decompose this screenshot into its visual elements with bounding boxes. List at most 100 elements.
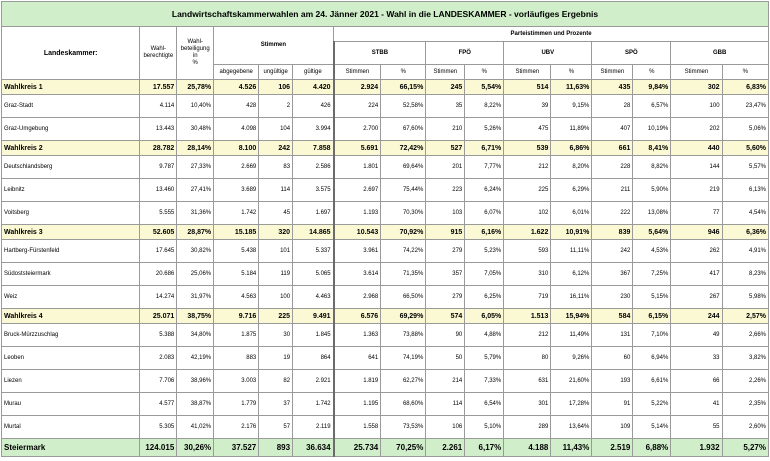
cell: 73,53% [380, 415, 427, 439]
party-header-gbb: GBB [670, 41, 769, 65]
cell: 5.438 [213, 239, 260, 263]
cell: 4,53% [632, 239, 672, 263]
cell: 10,91% [550, 224, 593, 240]
cell: 119 [258, 262, 294, 286]
cell: 100 [258, 285, 294, 309]
cell: 2 [258, 94, 294, 118]
cell: 230 [591, 285, 634, 309]
cell: 631 [503, 369, 552, 393]
cell: 106 [425, 415, 466, 439]
wahlkreis-row: Wahlkreis 3 52.605 28,87% 15.185 320 14.865 10… [0, 224, 770, 240]
cell: 6,83% [721, 79, 770, 95]
cell: 428 [213, 94, 260, 118]
cell: 27,41% [176, 178, 215, 202]
cell: 5.065 [292, 262, 335, 286]
cell: 9.491 [292, 308, 335, 324]
row-label: Voitsberg [0, 201, 141, 225]
cell: 15.185 [213, 224, 260, 240]
cell: 574 [425, 308, 466, 324]
cell: 103 [425, 201, 466, 225]
cell: 225 [503, 178, 552, 202]
cell: 5,14% [632, 415, 672, 439]
row-label: Wahlkreis 1 [0, 79, 141, 95]
district-row: Graz-Umgebung 13.443 30,48% 4.098 104 3.994 2.… [0, 117, 770, 141]
cell: 5.555 [139, 201, 178, 225]
cell: 6,54% [464, 392, 505, 416]
cell: 37.527 [213, 438, 260, 457]
cell: 9.787 [139, 155, 178, 179]
cell: 25.734 [332, 438, 382, 457]
subheader-percent: % [464, 64, 505, 80]
cell: 10,40% [176, 94, 215, 118]
cell: 6,29% [550, 178, 593, 202]
cell: 5.337 [292, 239, 335, 263]
cell: 1.801 [332, 155, 382, 179]
cell: 6,88% [632, 438, 672, 457]
cell: 8,20% [550, 155, 593, 179]
cell: 5.305 [139, 415, 178, 439]
cell: 1.742 [213, 201, 260, 225]
subheader-abgegebene: abgegebene [213, 64, 260, 80]
cell: 70,25% [380, 438, 427, 457]
cell: 5.184 [213, 262, 260, 286]
cell: 83 [258, 155, 294, 179]
cell: 25,06% [176, 262, 215, 286]
cell: 11,63% [550, 79, 593, 95]
row-label: Deutschlandsberg [0, 155, 141, 179]
cell: 5.691 [332, 140, 382, 156]
subheader-ungueltige: ungültige [258, 64, 294, 80]
cell: 4.098 [213, 117, 260, 141]
cell: 10,19% [632, 117, 672, 141]
cell: 2.176 [213, 415, 260, 439]
row-label: Murtal [0, 415, 141, 439]
cell: 5,06% [721, 117, 770, 141]
cell: 1.513 [503, 308, 552, 324]
cell: 224 [332, 94, 382, 118]
subheader-percent: % [380, 64, 427, 80]
cell: 4.188 [503, 438, 552, 457]
cell: 66,15% [380, 79, 427, 95]
cell: 584 [591, 308, 634, 324]
cell: 201 [425, 155, 466, 179]
cell: 320 [258, 224, 294, 240]
cell: 2,66% [721, 323, 770, 347]
row-label: Steiermark [0, 438, 141, 457]
cell: 212 [503, 155, 552, 179]
cell: 11,49% [550, 323, 593, 347]
cell: 124.015 [139, 438, 178, 457]
total-row: Steiermark 124.015 30,26% 37.527 893 36.634 25… [0, 438, 770, 457]
cell: 2.924 [332, 79, 382, 95]
cell: 915 [425, 224, 466, 240]
row-label: Wahlkreis 3 [0, 224, 141, 240]
cell: 4.463 [292, 285, 335, 309]
row-label: Wahlkreis 2 [0, 140, 141, 156]
cell: 367 [591, 262, 634, 286]
cell: 6,07% [464, 201, 505, 225]
cell: 475 [503, 117, 552, 141]
page-title: Landwirtschaftskammerwahlen am 24. Jänne… [1, 1, 769, 27]
district-row: Deutschlandsberg 9.787 27,33% 2.669 83 2.586 1… [0, 155, 770, 179]
cell: 31,97% [176, 285, 215, 309]
cell: 38,87% [176, 392, 215, 416]
cell: 16,11% [550, 285, 593, 309]
cell: 2,35% [721, 392, 770, 416]
row-label: Bruck-Mürzzuschlag [0, 323, 141, 347]
cell: 4,54% [721, 201, 770, 225]
header-parteistimmen: Parteistimmen und Prozente [333, 26, 769, 42]
cell: 45 [258, 201, 294, 225]
party-header-fpö: FPÖ [425, 41, 505, 65]
cell: 8,22% [464, 94, 505, 118]
wahlkreis-row: Wahlkreis 2 28.782 28,14% 8.100 242 7.858 5.69… [0, 140, 770, 156]
cell: 5,79% [464, 346, 505, 370]
wahlkreis-row: Wahlkreis 4 25.071 38,75% 9.716 225 9.491 6.57… [0, 308, 770, 324]
cell: 4.577 [139, 392, 178, 416]
cell: 6,61% [632, 369, 672, 393]
subheader-gueltige: gültige [292, 64, 335, 80]
cell: 15,94% [550, 308, 593, 324]
cell: 242 [591, 239, 634, 263]
cell: 25.071 [139, 308, 178, 324]
cell: 6,36% [721, 224, 770, 240]
cell: 77 [670, 201, 723, 225]
cell: 57 [258, 415, 294, 439]
